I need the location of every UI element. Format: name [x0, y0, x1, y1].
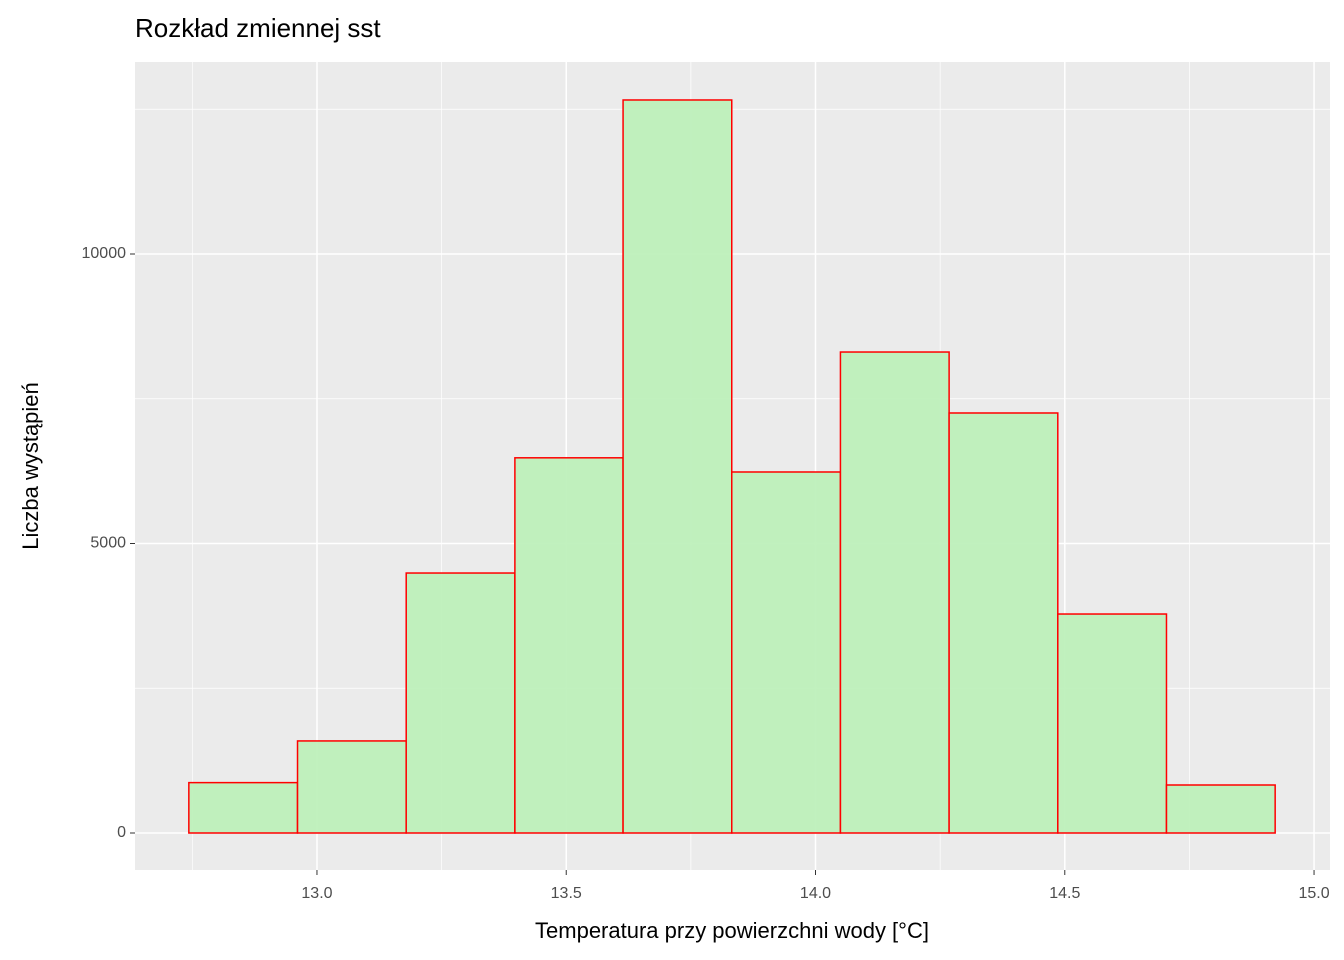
histogram-bar [296, 740, 407, 834]
histogram-bar [405, 572, 516, 834]
y-tick-label: 10000 [82, 245, 127, 262]
histogram-bar [839, 351, 950, 834]
histogram-bar [1057, 613, 1168, 834]
y-tick-label: 0 [117, 824, 126, 841]
x-tick-label: 14.0 [800, 885, 831, 902]
x-axis-label: Temperatura przy powierzchni wody [°C] [535, 918, 929, 943]
y-axis-label: Liczba wystąpień [18, 382, 43, 550]
x-tick-label: 15.0 [1298, 885, 1329, 902]
y-tick-label: 5000 [90, 535, 126, 552]
histogram-bar [948, 412, 1059, 834]
chart-title: Rozkład zmiennej sst [135, 13, 381, 43]
histogram-bar [188, 781, 299, 834]
histogram-bar [1165, 784, 1276, 834]
histogram-bar [731, 471, 842, 834]
x-tick-label: 13.5 [551, 885, 582, 902]
x-tick-label: 13.0 [301, 885, 332, 902]
histogram-bar [514, 457, 624, 834]
x-tick-label: 14.5 [1049, 885, 1080, 902]
histogram-bar [622, 99, 733, 834]
